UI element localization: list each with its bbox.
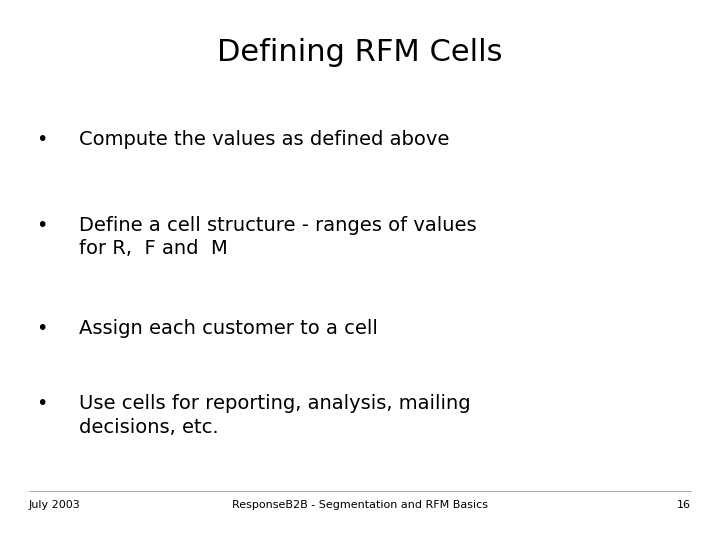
Text: July 2003: July 2003	[29, 500, 81, 510]
Text: ResponseB2B - Segmentation and RFM Basics: ResponseB2B - Segmentation and RFM Basic…	[232, 500, 488, 510]
Text: •: •	[36, 394, 48, 413]
Text: Compute the values as defined above: Compute the values as defined above	[79, 130, 449, 148]
Text: •: •	[36, 216, 48, 235]
Text: •: •	[36, 130, 48, 148]
Text: Use cells for reporting, analysis, mailing
decisions, etc.: Use cells for reporting, analysis, maili…	[79, 394, 471, 437]
Text: Assign each customer to a cell: Assign each customer to a cell	[79, 319, 378, 338]
Text: Defining RFM Cells: Defining RFM Cells	[217, 38, 503, 67]
Text: •: •	[36, 319, 48, 338]
Text: Define a cell structure - ranges of values
for R,  F and  M: Define a cell structure - ranges of valu…	[79, 216, 477, 259]
Text: 16: 16	[678, 500, 691, 510]
